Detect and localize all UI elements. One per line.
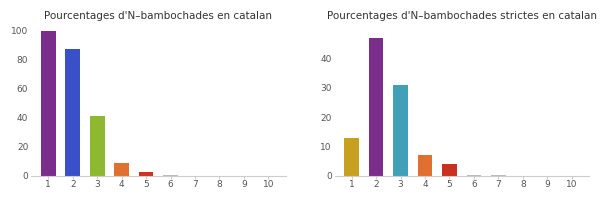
Bar: [418, 155, 433, 176]
Bar: [344, 138, 359, 176]
Bar: [369, 38, 383, 176]
Bar: [491, 175, 506, 176]
Title: Pourcentages d'N–bambochades strictes en catalan: Pourcentages d'N–bambochades strictes en…: [327, 11, 597, 21]
Bar: [163, 175, 178, 176]
Bar: [114, 163, 129, 176]
Bar: [65, 49, 80, 176]
Title: Pourcentages d'N–bambochades en catalan: Pourcentages d'N–bambochades en catalan: [44, 11, 272, 21]
Bar: [139, 172, 154, 176]
Bar: [90, 116, 104, 176]
Bar: [41, 31, 56, 176]
Bar: [393, 85, 408, 176]
Bar: [467, 175, 481, 176]
Bar: [442, 164, 457, 176]
